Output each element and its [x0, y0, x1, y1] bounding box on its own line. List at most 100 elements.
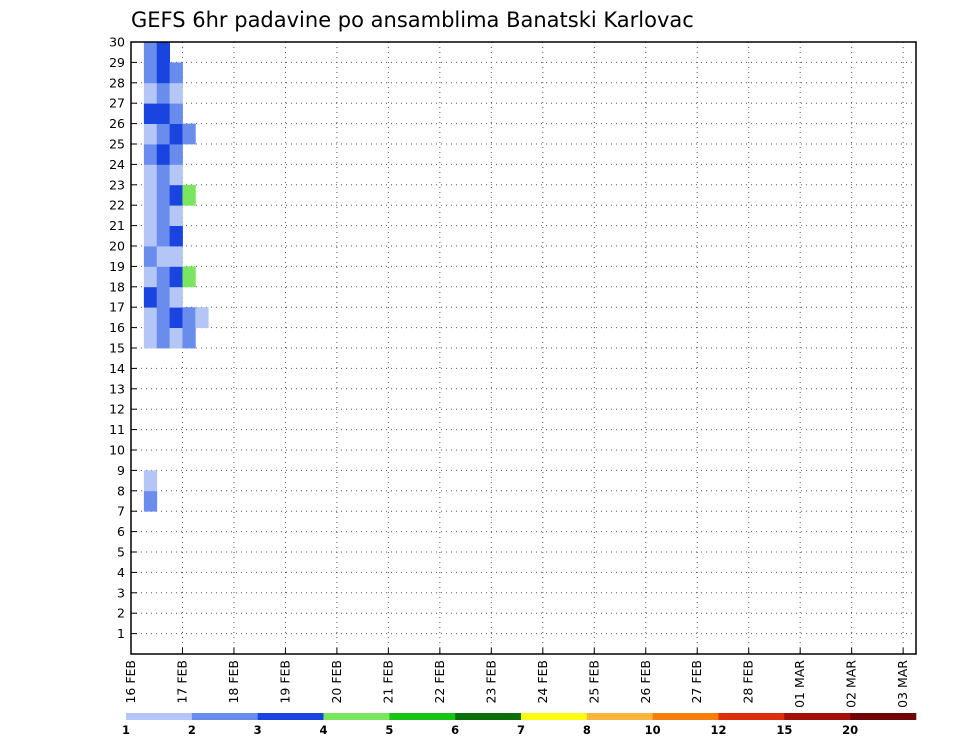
y-tick-label: 15	[109, 341, 125, 356]
x-tick-label: 27 FEB	[689, 660, 704, 704]
colorbar-label: 6	[451, 723, 459, 737]
precip-cell	[156, 144, 171, 165]
colorbar-swatch	[718, 713, 785, 720]
precip-cell	[169, 164, 183, 186]
precip-cell	[143, 470, 158, 492]
precip-cell	[156, 307, 171, 328]
precip-cell	[169, 246, 183, 267]
colorbar-swatch	[389, 713, 456, 720]
y-tick-label: 22	[109, 198, 125, 213]
precip-cell	[143, 62, 158, 84]
precip-cell	[182, 123, 196, 145]
precip-cell	[156, 327, 171, 349]
precip-cell	[143, 103, 158, 124]
precip-cell	[169, 266, 183, 288]
precip-cell	[156, 123, 171, 145]
precip-cell	[156, 62, 171, 84]
precip-cell	[169, 327, 183, 349]
precip-cell	[143, 307, 158, 328]
x-tick-label: 22 FEB	[432, 660, 447, 704]
precip-cell	[143, 490, 158, 512]
precip-cell	[143, 123, 158, 145]
y-tick-label: 30	[109, 35, 125, 50]
y-tick-label: 17	[109, 300, 125, 315]
y-tick-label: 28	[109, 75, 125, 90]
y-tick-label: 24	[109, 157, 125, 172]
precip-cell	[156, 42, 171, 63]
precip-cells	[143, 42, 209, 512]
precip-cell	[143, 42, 158, 63]
colorbar-swatch	[521, 713, 588, 720]
x-tick-label: 24 FEB	[535, 660, 550, 704]
x-tick-label: 02 MAR	[844, 660, 859, 708]
x-tick-label: 03 MAR	[895, 660, 910, 708]
precip-cell	[143, 205, 158, 226]
y-tick-label: 19	[109, 259, 125, 274]
precip-cell	[143, 82, 158, 104]
x-tick-label: 23 FEB	[483, 660, 498, 704]
y-tick-label: 23	[109, 177, 125, 192]
colorbar-label: 10	[645, 723, 661, 737]
x-tick-label: 16 FEB	[123, 660, 138, 704]
precip-cell	[182, 307, 196, 328]
y-tick-label: 1	[117, 626, 125, 641]
precip-cell	[169, 205, 183, 226]
chart-title: GEFS 6hr padavine po ansamblima Banatski…	[131, 8, 694, 32]
x-tick-label: 01 MAR	[792, 660, 807, 708]
precip-cell	[195, 307, 209, 328]
precip-cell	[169, 82, 183, 104]
plot-frame	[130, 41, 917, 655]
precip-cell	[156, 184, 171, 206]
y-tick-label: 18	[109, 279, 125, 294]
y-tick-label: 13	[109, 381, 125, 396]
y-tick-label: 21	[109, 218, 125, 233]
precip-cell	[156, 164, 171, 186]
colorbar-label: 7	[517, 723, 525, 737]
y-tick-label: 26	[109, 116, 125, 131]
y-tick-label: 20	[109, 239, 125, 254]
precip-cell	[169, 184, 183, 206]
colorbar-swatch	[191, 713, 258, 720]
y-tick-label: 25	[109, 137, 125, 152]
colorbar-swatch	[323, 713, 390, 720]
precip-cell	[182, 327, 196, 349]
precip-cell	[156, 266, 171, 288]
y-tick-label: 16	[109, 320, 125, 335]
y-tick-label: 10	[109, 443, 125, 458]
colorbar-label: 12	[710, 723, 726, 737]
precip-cell	[143, 164, 158, 186]
x-tick-label: 26 FEB	[638, 660, 653, 704]
y-tick-label: 6	[117, 524, 125, 539]
precip-cell	[169, 103, 183, 124]
colorbar-label: 20	[842, 723, 858, 737]
colorbar: 1 2 3 4 5 6 7 8 10 12 15 20	[122, 713, 917, 737]
y-tick-label: 11	[109, 422, 125, 437]
colorbar-label: 1	[122, 723, 130, 737]
precip-cell	[169, 286, 183, 308]
colorbar-label: 8	[583, 723, 591, 737]
precip-cell	[156, 205, 171, 226]
precip-cell	[182, 184, 196, 206]
precip-cell	[182, 266, 196, 288]
y-tick-label: 27	[109, 96, 125, 111]
colorbar-label: 15	[776, 723, 792, 737]
x-tick-label: 19 FEB	[277, 660, 292, 704]
colorbar-label: 2	[188, 723, 196, 737]
colorbar-swatch	[586, 713, 653, 720]
x-tick-label: 18 FEB	[226, 660, 241, 704]
colorbar-swatch	[455, 713, 522, 720]
precip-cell	[169, 62, 183, 84]
x-axis: 16 FEB 17 FEB 18 FEB 19 FEB 20 FEB 21 FEB 22 F…	[123, 648, 910, 708]
colorbar-label: 3	[254, 723, 262, 737]
y-tick-label: 4	[117, 565, 125, 580]
precip-cell	[143, 327, 158, 349]
precip-cell	[156, 225, 171, 247]
colorbar-swatch	[784, 713, 851, 720]
precip-cell	[169, 123, 183, 145]
y-tick-label: 7	[117, 504, 125, 519]
grid	[131, 42, 916, 654]
y-tick-label: 14	[109, 361, 125, 376]
precip-cell	[169, 307, 183, 328]
x-tick-label: 25 FEB	[586, 660, 601, 704]
